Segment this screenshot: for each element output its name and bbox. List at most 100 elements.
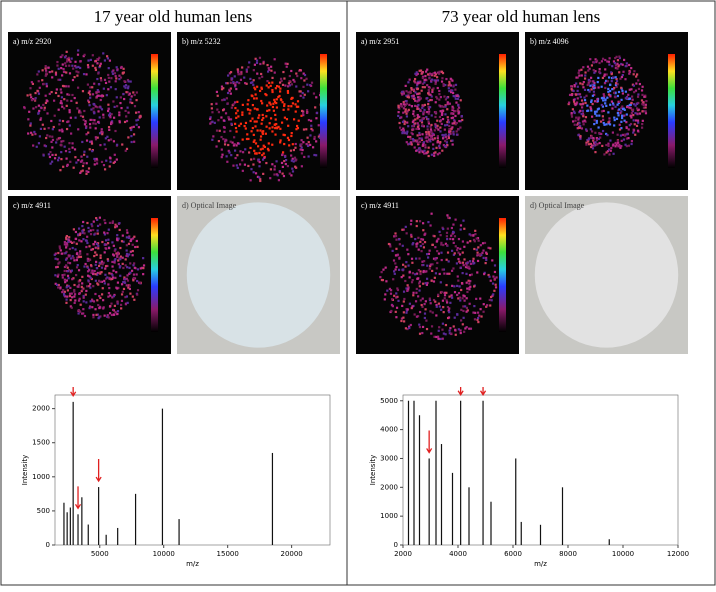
pixel [113, 140, 115, 142]
pixel [227, 92, 229, 94]
pixel [253, 134, 255, 136]
pixel [237, 73, 239, 75]
pixel [243, 125, 245, 127]
pixel [425, 282, 427, 284]
pixel [633, 85, 635, 87]
pixel [65, 252, 67, 254]
pixel [69, 262, 71, 264]
pixel [426, 278, 428, 280]
pixel [609, 123, 611, 125]
pixel [453, 325, 455, 327]
pixel [301, 139, 303, 141]
pixel [121, 300, 123, 302]
pixel [625, 91, 627, 93]
pixel [120, 304, 122, 306]
pixel [259, 57, 261, 59]
pixel [403, 311, 405, 313]
pixel [119, 102, 121, 104]
image-label: c) m/z 4911 [361, 201, 399, 210]
pixel [101, 267, 103, 269]
pixel [609, 84, 611, 86]
pixel [448, 125, 450, 127]
pixel [462, 240, 464, 242]
pixel [123, 80, 125, 82]
pixel [107, 296, 109, 298]
pixel [451, 126, 453, 128]
pixel [641, 86, 643, 88]
pixel [423, 150, 425, 152]
pixel [278, 179, 280, 181]
pixel [232, 81, 234, 83]
pixel [611, 88, 613, 90]
pixel [34, 92, 36, 94]
pixel [96, 62, 98, 64]
pixel [614, 106, 616, 108]
pixel [395, 266, 397, 268]
pixel [468, 266, 470, 268]
pixel [406, 249, 408, 251]
pixel [271, 77, 273, 79]
pixel [582, 115, 584, 117]
pixel [64, 241, 66, 243]
pixel [276, 106, 278, 108]
pixel [596, 115, 598, 117]
pixel [615, 82, 617, 84]
pixel [255, 93, 257, 95]
pixel [429, 106, 431, 108]
pixel [126, 229, 128, 231]
pixel [608, 148, 610, 150]
pixel [619, 112, 621, 114]
pixel [590, 128, 592, 130]
pixel [112, 309, 114, 311]
pixel [127, 136, 129, 138]
pixel [451, 227, 453, 229]
pixel [136, 124, 138, 126]
pixel [477, 312, 479, 314]
pixel [448, 81, 450, 83]
pixel [125, 110, 127, 112]
pixel [133, 141, 135, 143]
pixel [36, 146, 38, 148]
pixel [96, 58, 98, 60]
pixel [439, 71, 441, 73]
pixel [449, 302, 451, 304]
pixel [287, 125, 289, 127]
pixel [89, 97, 91, 99]
pixel [131, 141, 133, 143]
pixel [137, 119, 139, 121]
pixel [43, 128, 45, 130]
pixel [243, 77, 245, 79]
pixel [93, 112, 95, 114]
x-axis-label: m/z [534, 560, 547, 568]
pixel [99, 273, 101, 275]
pixel [44, 107, 46, 109]
pixel [250, 158, 252, 160]
pixel [223, 131, 225, 133]
pixel [287, 165, 289, 167]
pixel [417, 114, 419, 116]
pixel [446, 96, 448, 98]
pixel [456, 249, 458, 251]
pixel [295, 159, 297, 161]
y-tick-label: 4000 [380, 426, 398, 434]
pixel [82, 116, 84, 118]
pixel [622, 74, 624, 76]
x-tick-label: 2000 [394, 550, 412, 558]
pixel [587, 110, 589, 112]
pixel [402, 317, 404, 319]
pixel [462, 252, 464, 254]
pixel [398, 122, 400, 124]
pixel [274, 134, 276, 136]
color-bar [151, 54, 158, 168]
pixel [92, 93, 94, 95]
pixel [45, 95, 47, 97]
pixel [589, 90, 591, 92]
pixel [83, 154, 85, 156]
pixel [90, 223, 92, 225]
pixel [69, 151, 71, 153]
pixel [237, 71, 239, 73]
pixel [427, 131, 429, 133]
pixel [408, 143, 410, 145]
pixel [420, 238, 422, 240]
pixel [253, 97, 255, 99]
